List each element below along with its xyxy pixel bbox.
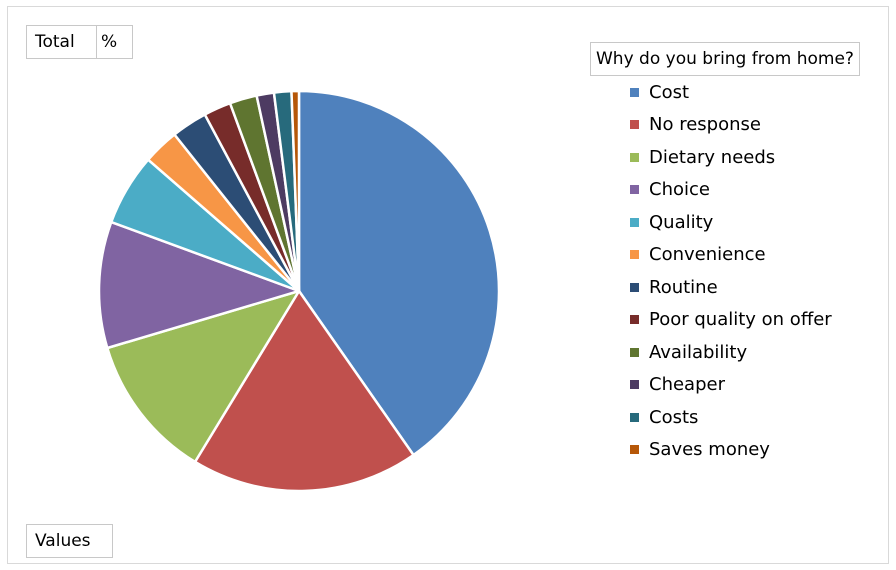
legend-swatch xyxy=(630,282,639,292)
legend-title-field-button[interactable]: Why do you bring from home? xyxy=(590,42,860,76)
legend-label: Dietary needs xyxy=(649,146,776,168)
legend: Cost No response Dietary needs Choice Qualit… xyxy=(630,76,832,466)
legend-label: Routine xyxy=(649,276,718,298)
legend-item[interactable]: Saves money xyxy=(630,434,832,467)
legend-swatch xyxy=(630,87,639,97)
legend-label: Cost xyxy=(649,81,690,103)
legend-item[interactable]: No response xyxy=(630,109,832,142)
legend-swatch xyxy=(630,315,639,325)
legend-item[interactable]: Costs xyxy=(630,401,832,434)
legend-label: Cheaper xyxy=(649,374,725,396)
legend-swatch xyxy=(630,250,639,260)
pie-slice-saves-money[interactable] xyxy=(290,89,301,293)
legend-label: Poor quality on offer xyxy=(649,309,832,331)
percent-field-button[interactable]: % xyxy=(96,25,133,59)
legend-swatch xyxy=(630,152,639,162)
pie-slice-dietary-needs[interactable] xyxy=(106,289,301,464)
legend-item[interactable]: Choice xyxy=(630,174,832,207)
chart-area xyxy=(7,6,889,564)
legend-label: Availability xyxy=(649,341,748,363)
pie-slice-choice[interactable] xyxy=(97,220,301,350)
values-field-button[interactable]: Values xyxy=(26,524,113,558)
legend-swatch xyxy=(630,347,639,357)
pie-slice-cost[interactable] xyxy=(297,89,501,457)
total-field-button[interactable]: Total xyxy=(26,25,97,59)
legend-label: Quality xyxy=(649,211,714,233)
legend-swatch xyxy=(630,217,639,227)
legend-label: Convenience xyxy=(649,244,766,266)
legend-swatch xyxy=(630,120,639,130)
legend-item[interactable]: Convenience xyxy=(630,239,832,272)
legend-label: No response xyxy=(649,114,761,136)
legend-item[interactable]: Cheaper xyxy=(630,369,832,402)
legend-item[interactable]: Cost xyxy=(630,76,832,109)
legend-item[interactable]: Routine xyxy=(630,271,832,304)
legend-swatch xyxy=(630,445,639,455)
legend-swatch xyxy=(630,380,639,390)
legend-swatch xyxy=(630,412,639,422)
legend-label: Choice xyxy=(649,179,710,201)
legend-item[interactable]: Quality xyxy=(630,206,832,239)
legend-label: Saves money xyxy=(649,439,770,461)
legend-swatch xyxy=(630,185,639,195)
legend-item[interactable]: Dietary needs xyxy=(630,141,832,174)
pie-slice-no-response[interactable] xyxy=(193,289,415,493)
legend-item[interactable]: Poor quality on offer xyxy=(630,304,832,337)
legend-item[interactable]: Availability xyxy=(630,336,832,369)
legend-label: Costs xyxy=(649,406,699,428)
